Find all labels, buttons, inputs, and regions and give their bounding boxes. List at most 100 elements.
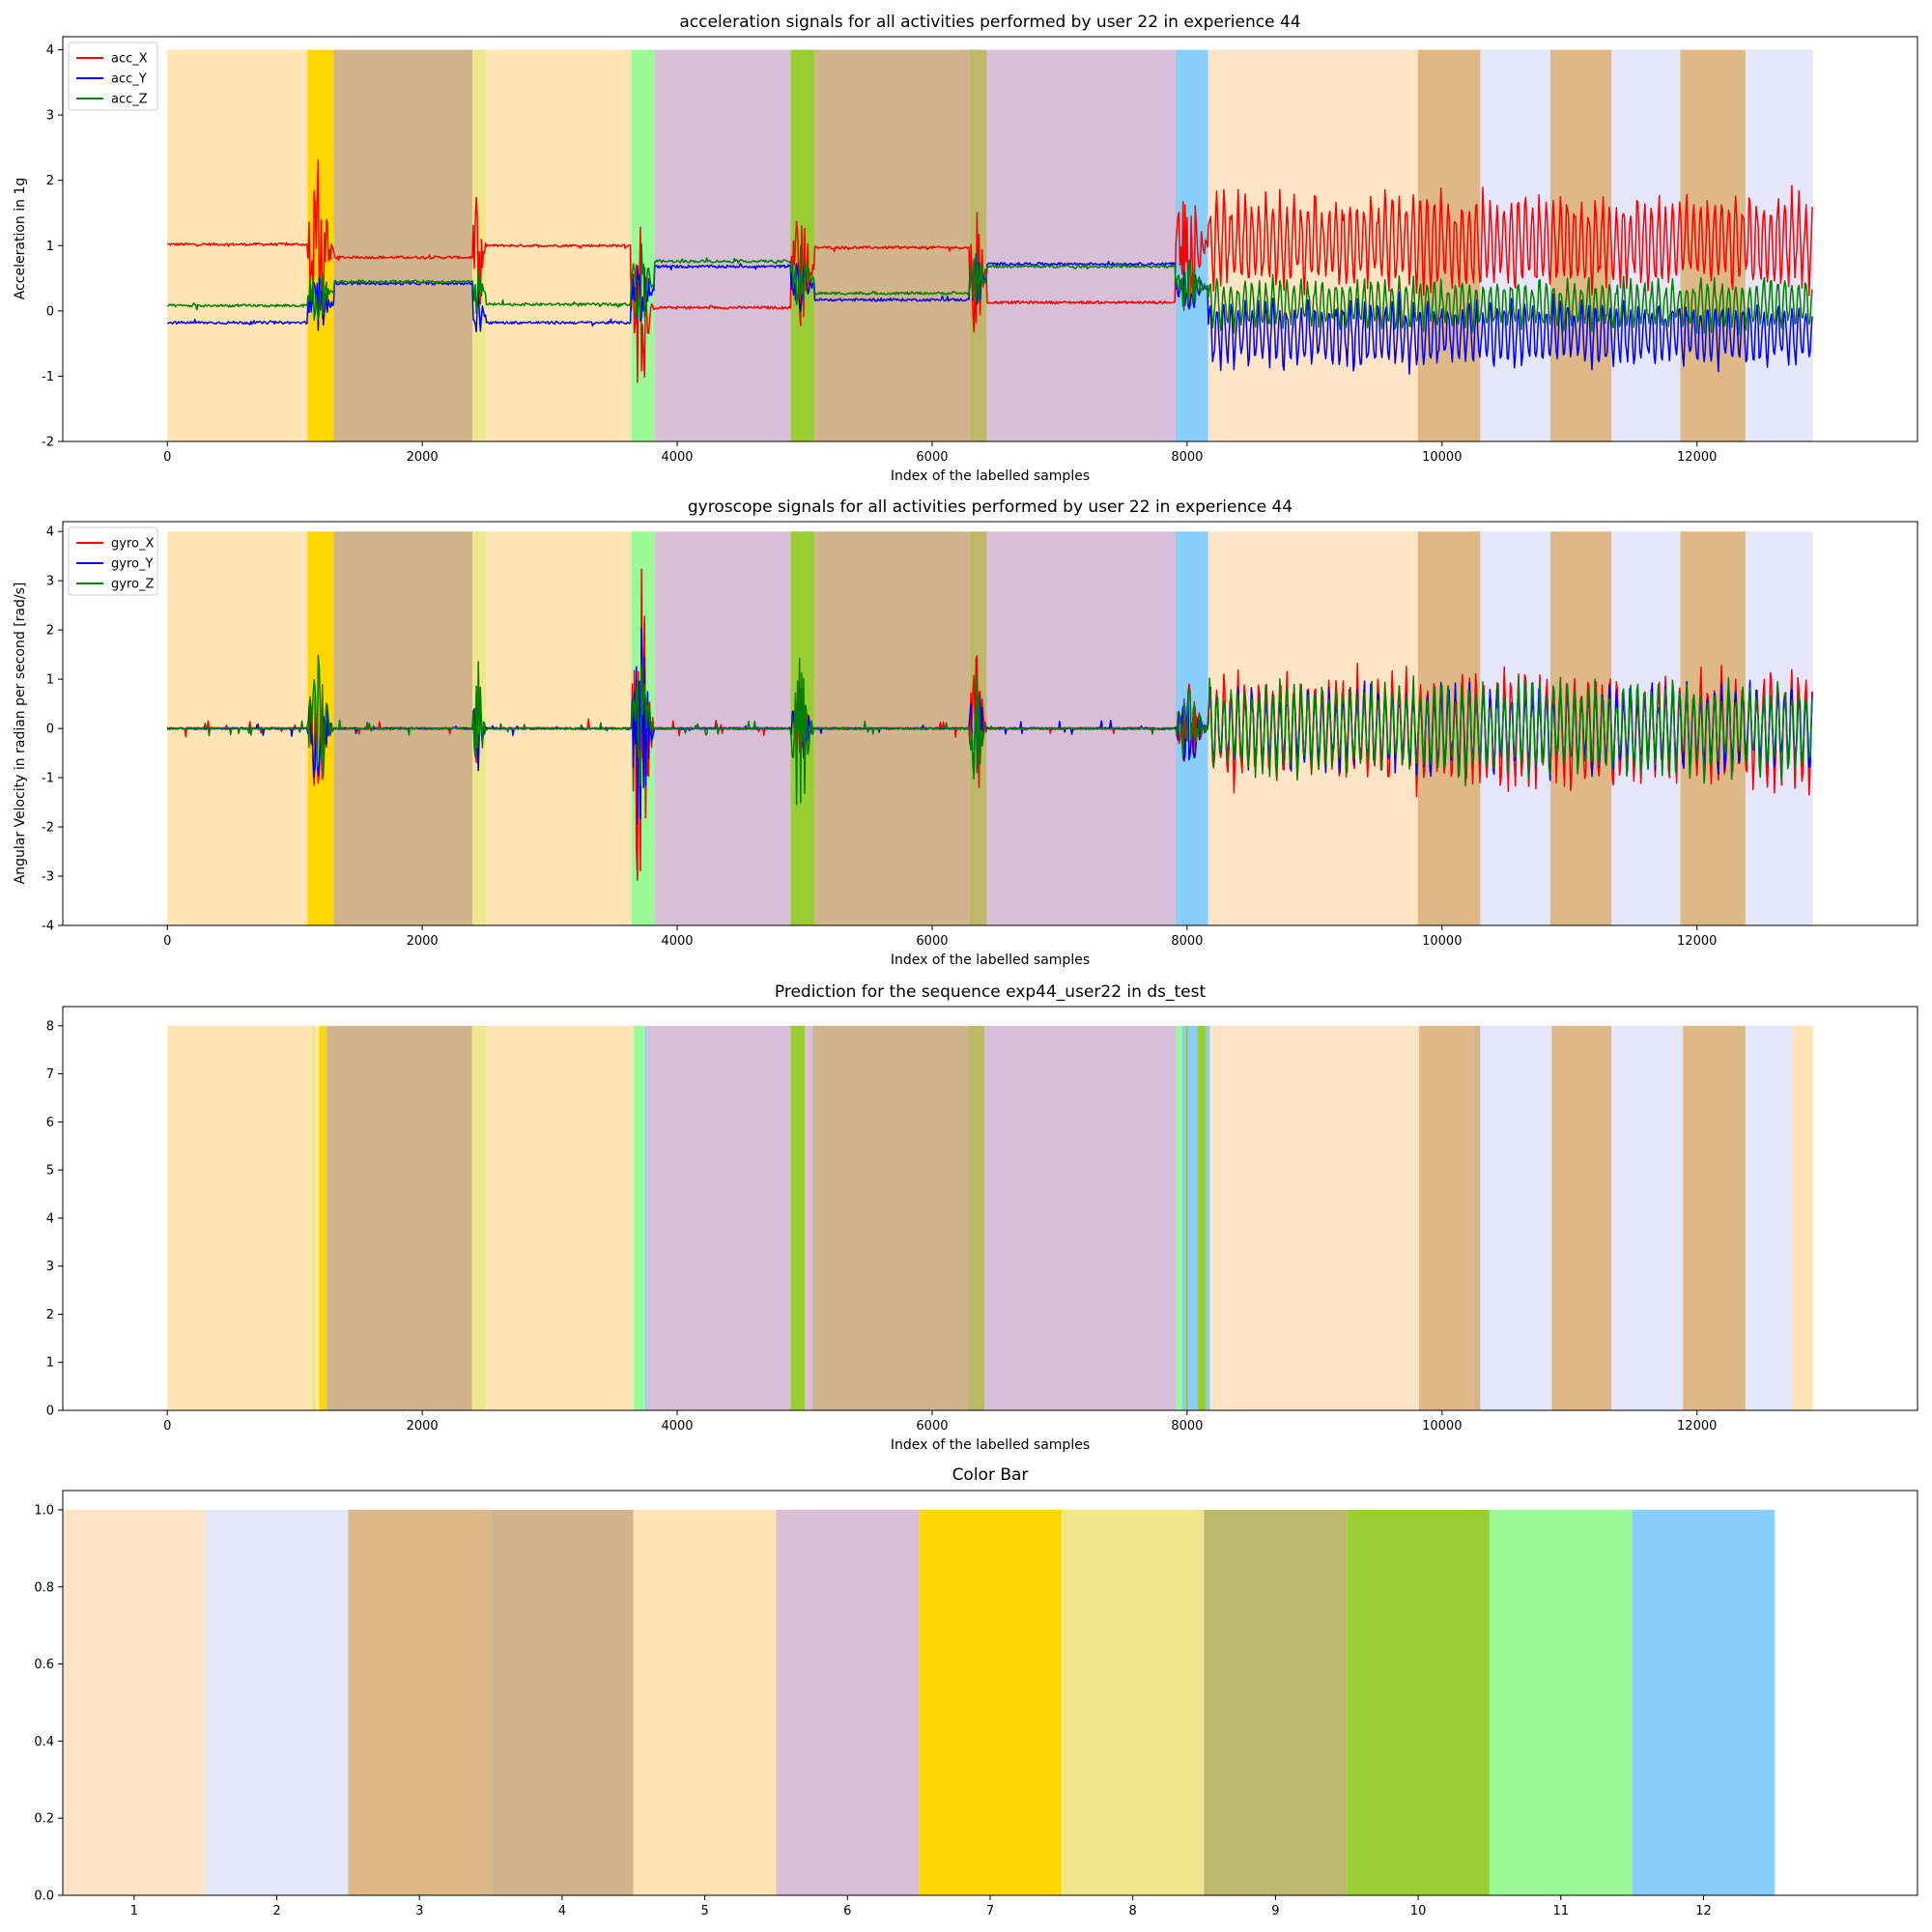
acceleration-x-tick-label: 12000 [1677,450,1717,465]
prediction-x-tick-label: 8000 [1171,1419,1203,1434]
acceleration-activity-band [813,49,970,442]
acceleration-x-tick-label: 0 [163,450,171,465]
gyroscope-y-tick-label: 2 [46,624,54,639]
acceleration-y-tick-label: 3 [46,109,54,124]
acceleration-series-acc_Z [167,242,1813,335]
acceleration-legend-box [68,42,158,111]
gyroscope-legend-label: gyro_Z [111,578,154,592]
prediction-y-tick-label: 7 [46,1067,54,1082]
colorbar-bar-12 [1632,1509,1776,1895]
prediction-segment [1185,1025,1189,1410]
prediction-x-tick-label: 4000 [661,1419,693,1434]
prediction-segment [811,1025,968,1410]
colorbar-title: Color Bar [952,1465,1029,1485]
prediction-y-tick-label: 4 [46,1211,54,1226]
prediction-segment [1611,1025,1684,1410]
colorbar-bar-9 [1204,1509,1348,1895]
gyroscope-x-tick-label: 4000 [661,934,693,949]
gyroscope-axes-frame [62,521,1918,926]
colorbar-bar-7 [919,1509,1062,1895]
gyroscope-legend-label: gyro_X [111,537,154,552]
acceleration-series-acc_X [167,159,1813,384]
acceleration-x-tick-label: 2000 [407,450,439,465]
colorbar-bar-10 [1347,1509,1490,1895]
prediction-y-tick-label: 5 [46,1164,54,1179]
gyroscope-x-tick-label: 2000 [407,934,439,949]
prediction-segment [1209,1025,1420,1410]
prediction-segment [486,1025,635,1410]
prediction-segment [1792,1025,1813,1410]
prediction-title: Prediction for the sequence exp44_user22… [775,982,1207,1002]
prediction-segment [967,1025,985,1410]
acceleration-x-axis-label: Index of the labelled samples [891,469,1090,484]
colorbar-x-tick-label: 2 [272,1904,280,1918]
colorbar-x-tick-label: 6 [843,1904,851,1918]
prediction-segment [167,1025,312,1410]
acceleration-x-tick-label: 10000 [1422,450,1462,465]
colorbar-y-tick-label: 0.8 [34,1580,54,1595]
acceleration-legend: acc_X acc_Y acc_Z [68,42,158,111]
colorbar-bar-3 [348,1509,492,1895]
colorbar-bar-1 [63,1509,206,1895]
prediction-segment [1181,1025,1186,1410]
acceleration-activity-band [986,49,1176,442]
colorbar-bar-6 [776,1509,920,1895]
gyroscope-activity-band [1549,531,1612,925]
prediction-segment [1206,1025,1210,1410]
acceleration-y-tick-label: 2 [46,174,54,188]
prediction-y-tick-label: 2 [46,1308,54,1322]
prediction-segment [319,1025,327,1410]
prediction-x-tick-label: 2000 [407,1419,439,1434]
gyroscope-y-tick-label: 0 [46,723,54,737]
acceleration-y-tick-label: -2 [42,436,54,450]
acceleration-y-tick-label: 1 [46,240,54,254]
prediction-segment [1551,1025,1612,1410]
gyroscope-y-tick-label: -1 [42,772,54,786]
acceleration-legend-label: acc_Z [111,93,148,107]
colorbar-bar-5 [633,1509,777,1895]
gyroscope-y-axis-label: Angular Velocity in radian per second [r… [13,582,28,885]
colorbar-x-tick-label: 3 [415,1904,423,1918]
prediction-segment [316,1025,320,1410]
prediction-segment [634,1025,646,1410]
colorbar-bar-8 [1061,1509,1205,1895]
gyroscope-y-tick-label: -2 [42,821,54,836]
prediction-segment [984,1025,1176,1410]
gyroscope-x-tick-label: 10000 [1422,934,1462,949]
acceleration-legend-label: acc_Y [111,72,147,87]
colorbar-x-tick-label: 1 [130,1904,138,1918]
prediction-segment [645,1025,647,1410]
acceleration-activity-band [472,49,487,442]
gyroscope-legend: gyro_X gyro_Y gyro_Z [68,526,158,596]
colorbar-x-tick-label: 7 [986,1904,994,1918]
colorbar-y-tick-label: 1.0 [34,1503,54,1518]
acceleration-axes-frame [62,36,1918,442]
gyroscope-x-tick-label: 8000 [1171,934,1203,949]
gyroscope-y-tick-label: -3 [42,870,54,885]
prediction-segment [311,1025,317,1410]
prediction-segment [471,1025,487,1410]
colorbar-y-tick-label: 0.2 [34,1812,54,1827]
acceleration-activity-band [1549,49,1612,442]
colorbar-y-tick-label: 0.0 [34,1889,54,1904]
gyroscope-y-tick-label: -4 [42,920,54,934]
gyroscope-legend-label: gyro_Y [111,557,153,572]
acceleration-legend-label: acc_X [111,52,148,67]
gyroscope-legend-box [68,526,158,596]
acceleration-activity-band [333,49,473,442]
colorbar-panel: Color Bar 1 2 3 4 5 6 7 8 9 10 11 120.00.20.40.60.8… [34,1465,1918,1918]
acceleration-series-acc_Y [166,253,1813,375]
colorbar-bar-11 [1489,1509,1633,1895]
gyroscope-x-axis-label: Index of the labelled samples [891,952,1090,968]
colorbar-x-tick-label: 9 [1271,1904,1279,1918]
gyroscope-x-tick-label: 6000 [916,934,948,949]
colorbar-bar-4 [491,1509,634,1895]
colorbar-bar-2 [205,1509,349,1895]
prediction-x-tick-label: 12000 [1677,1419,1717,1434]
acceleration-y-axis-label: Acceleration in 1g [13,178,28,299]
colorbar-x-tick-label: 11 [1552,1904,1569,1918]
acceleration-x-tick-label: 6000 [916,450,948,465]
prediction-segment [1419,1025,1474,1410]
gyroscope-panel: gyroscope signals for all activities per… [13,497,1918,968]
gyroscope-y-tick-label: 4 [46,526,54,540]
